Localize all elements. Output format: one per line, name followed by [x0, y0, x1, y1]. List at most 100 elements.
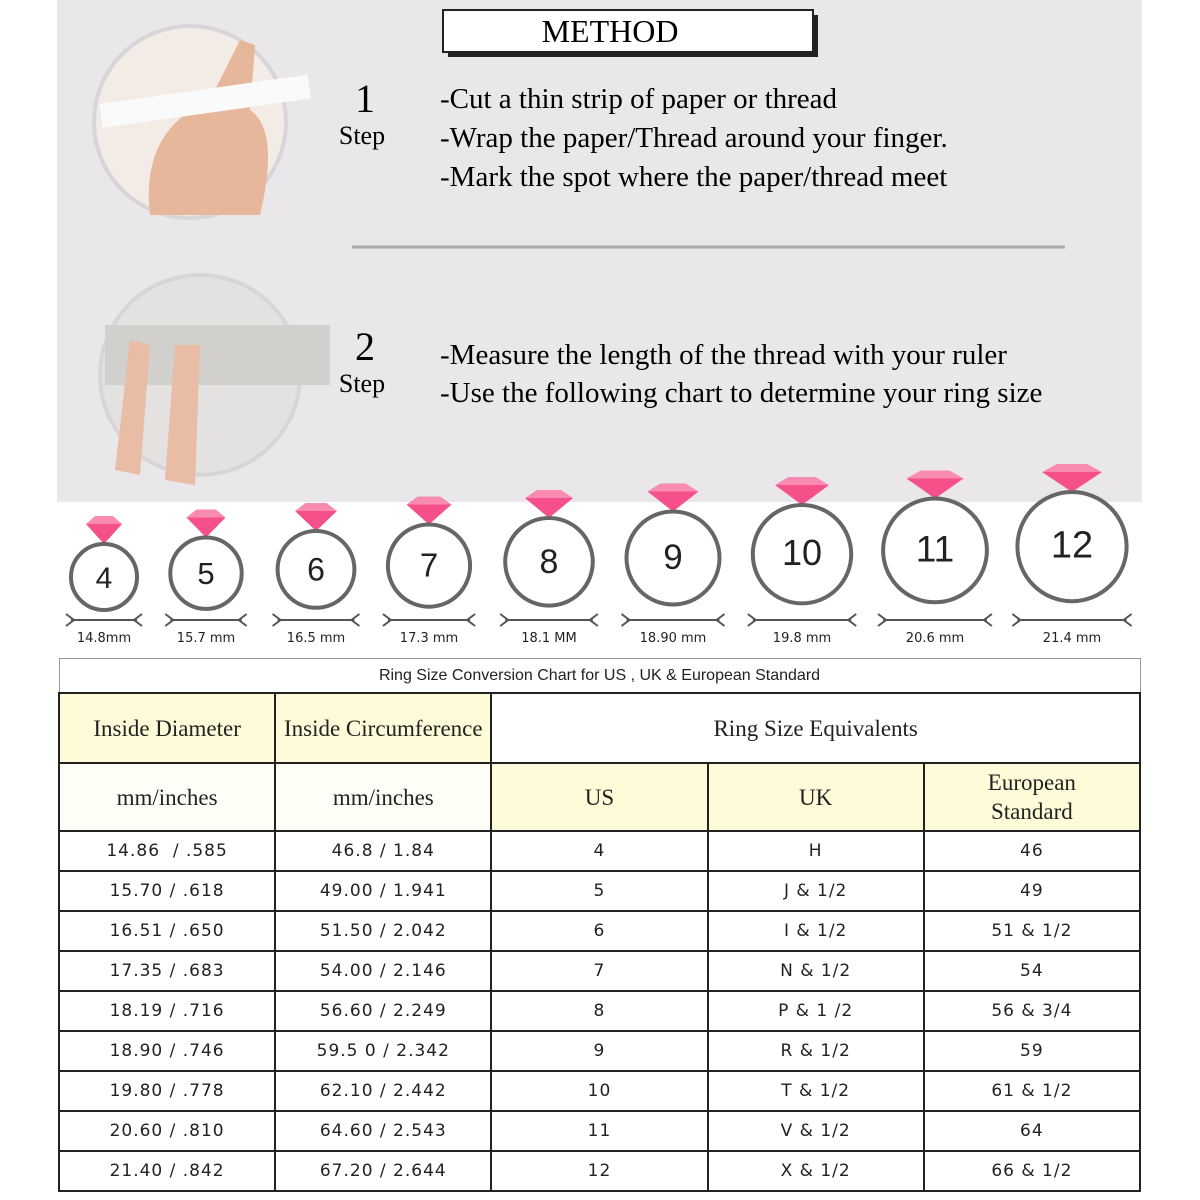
ring [1015, 489, 1129, 604]
ring-diameter: 18.1 MM [521, 631, 577, 646]
diameter-bracket [877, 613, 993, 627]
gem-top [1042, 464, 1102, 472]
ring-sizes: 4 14.8mm 5 15.7 mm 6 16.5 mm 7 17.3 mm 8 18.1 MM 9… [65, 464, 1133, 646]
conversion-table: Ring Size Conversion Chart for US , UK &… [57, 658, 1142, 1192]
table-cell: H [706, 830, 925, 872]
step-label: Step [339, 369, 385, 398]
table-cell: 46 [922, 830, 1142, 872]
table-cell: 62.10 / 2.442 [274, 1070, 493, 1112]
table-cell: 61 & 1/2 [922, 1070, 1142, 1112]
step-label: Step [339, 121, 385, 150]
step-line: -Measure the length of the thread with y… [440, 339, 1007, 371]
subheader-cell: US [490, 762, 709, 832]
table-cell: 51 & 1/2 [922, 910, 1142, 952]
gem-top [906, 470, 964, 479]
gem-top [86, 516, 122, 524]
table-cell: P & 1 /2 [706, 990, 925, 1032]
table-cell: T & 1/2 [706, 1070, 925, 1112]
table-cell: 7 [490, 950, 709, 992]
table-cell: 8 [490, 990, 709, 1032]
table-cell: 66 & 1/2 [922, 1150, 1142, 1192]
ring-diameter: 16.5 mm [287, 631, 345, 646]
table-cell: 56 & 3/4 [922, 990, 1142, 1032]
table-cell: V & 1/2 [706, 1110, 925, 1152]
ring-diameter: 17.3 mm [400, 631, 458, 646]
ring-diameter: 20.6 mm [906, 631, 964, 646]
diameter-bracket [65, 613, 143, 627]
table-row: 14.86 / .585 46.8 / 1.84 4 H 46 [57, 830, 1142, 872]
table-cell: 54.00 / 2.146 [274, 950, 493, 992]
step-line: -Wrap the paper/Thread around your finge… [440, 122, 948, 154]
table-cell: 6 [490, 910, 709, 952]
method-box [442, 9, 814, 53]
ring-size: 10 [782, 532, 822, 573]
step-number: 1 [355, 76, 375, 121]
subheader-cell: UK [706, 762, 925, 832]
gem-top [525, 490, 573, 498]
fingers [115, 340, 200, 485]
ring [385, 522, 473, 609]
step-line: -Cut a thin strip of paper or thread [440, 83, 838, 115]
table-cell: 14.86 / .585 [57, 830, 277, 872]
table-cell: 64 [922, 1110, 1142, 1152]
diameter-bracket [164, 613, 248, 627]
subheader-cell: mm/inches [274, 762, 493, 832]
diameter-bracket [382, 613, 476, 627]
ring-diameter: 19.8 mm [773, 631, 831, 646]
ring-size: 6 [307, 551, 325, 587]
table-cell: J & 1/2 [706, 870, 925, 912]
subheader-cell: mm/inches [57, 762, 277, 832]
table-row: 16.51 / .650 51.50 / 2.042 6 I & 1/2 51 & 1/… [57, 910, 1142, 952]
ring-diameter: 21.4 mm [1043, 631, 1101, 646]
paper-strip [99, 74, 311, 128]
gem-top [647, 483, 699, 492]
gem [775, 485, 829, 505]
table-cell: 11 [490, 1110, 709, 1152]
table-cell: 20.60 / .810 [57, 1110, 277, 1152]
table-cell: 67.20 / 2.644 [274, 1150, 493, 1192]
header-cell: Inside Circumference [274, 692, 493, 764]
table-cell: I & 1/2 [706, 910, 925, 952]
diameter-bracket [1011, 613, 1133, 627]
gem [906, 478, 964, 499]
table-cell: 12 [490, 1150, 709, 1192]
gem [86, 524, 122, 544]
table-cell: 21.40 / .842 [57, 1150, 277, 1192]
ring [503, 516, 595, 608]
table-cell: 18.19 / .716 [57, 990, 277, 1032]
ring [881, 496, 989, 605]
gem-top [295, 503, 337, 511]
gem-top [406, 496, 452, 505]
step-line: -Mark the spot where the paper/thread me… [440, 161, 947, 193]
gem [647, 491, 699, 512]
table-cell: 59 [922, 1030, 1142, 1072]
table-cell: 5 [490, 870, 709, 912]
table-cell: N & 1/2 [706, 950, 925, 992]
ring-size: 12 [1051, 525, 1093, 567]
table-row: 15.70 / .618 49.00 / 1.941 5 J & 1/2 49 [57, 870, 1142, 912]
ring-size: 11 [916, 528, 954, 569]
table-cell: 49 [922, 870, 1142, 912]
table-cell: 64.60 / 2.543 [274, 1110, 493, 1152]
gem [186, 517, 226, 538]
ring-diameter: 15.7 mm [177, 631, 235, 646]
step-line: -Use the following chart to determine yo… [440, 377, 1042, 409]
header-cell: Ring Size Equivalents [490, 692, 1141, 764]
table-cell: 56.60 / 2.249 [274, 990, 493, 1032]
table-cell: X & 1/2 [706, 1150, 925, 1192]
table-title: Ring Size Conversion Chart for US , UK &… [58, 658, 1141, 694]
ring-size: 9 [663, 538, 682, 577]
gem-top [186, 509, 226, 518]
ring-size: 7 [420, 547, 438, 584]
table-cell: 17.35 / .683 [57, 950, 277, 992]
ring [69, 542, 139, 612]
gem-top [775, 477, 829, 485]
table-row: 19.80 / .778 62.10 / 2.442 10 T & 1/2 61 & 1… [57, 1070, 1142, 1112]
subheader-cell: European Standard [922, 762, 1142, 832]
ring-size: 5 [197, 556, 214, 591]
table-cell: 46.8 / 1.84 [274, 830, 493, 872]
diameter-bracket [499, 613, 599, 627]
method-title: METHOD [542, 13, 679, 49]
gem [525, 498, 573, 518]
